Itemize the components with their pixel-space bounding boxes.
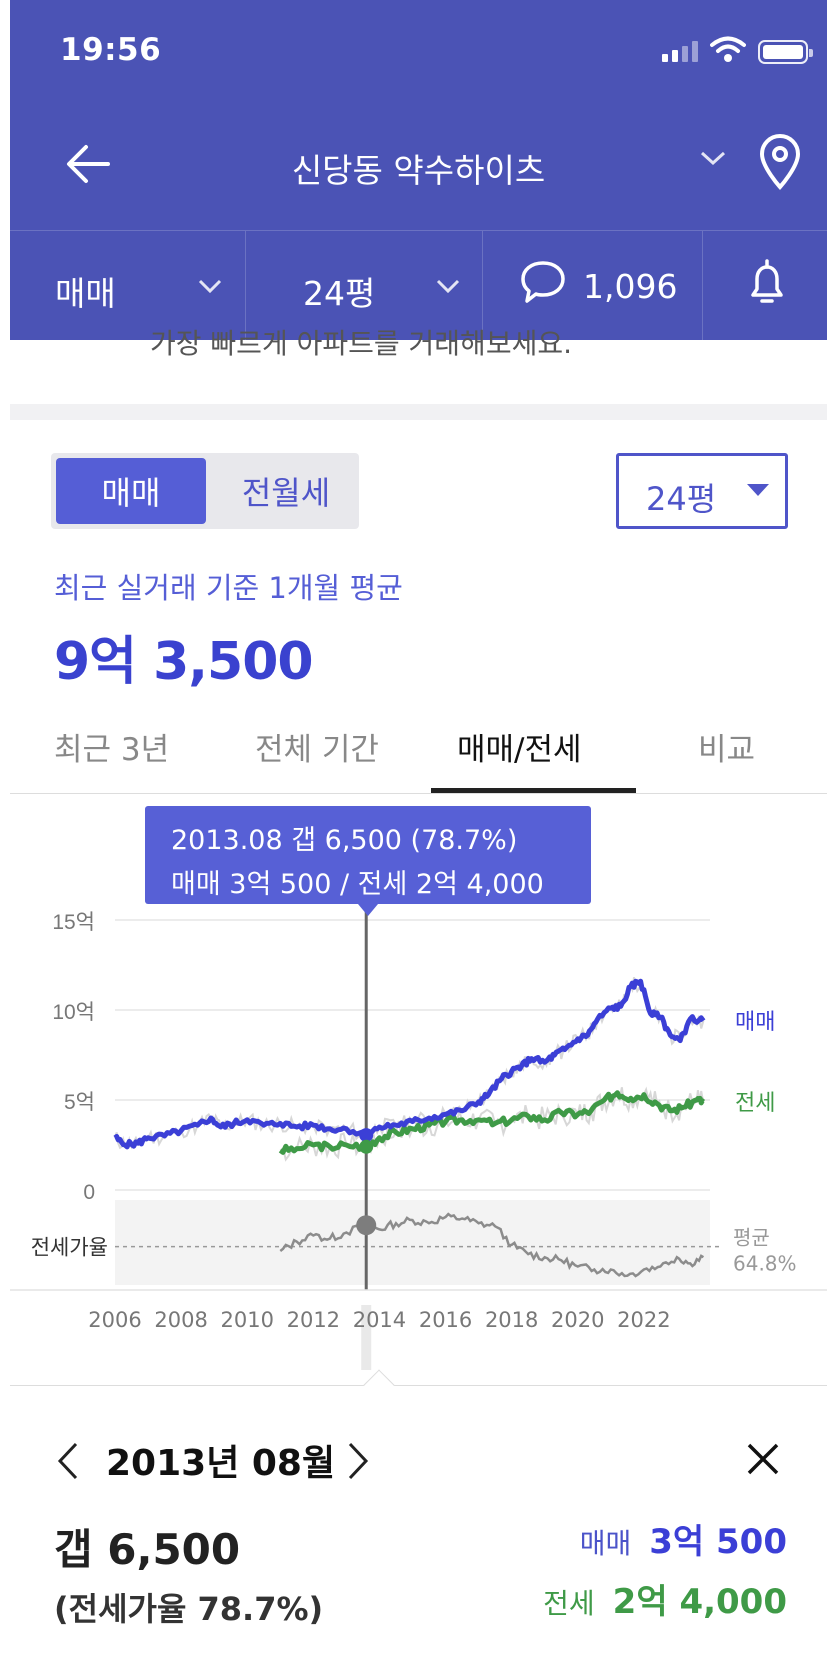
promo-banner-text[interactable]: 가장 빠르게 아파트를 거래해보세요. — [150, 327, 573, 360]
map-pin-icon[interactable] — [758, 134, 802, 190]
comments-button[interactable]: 1,096 — [483, 231, 703, 341]
close-icon[interactable] — [746, 1442, 780, 1476]
sale-value: 3억 500 — [649, 1522, 787, 1562]
x-tick-label: 2016 — [419, 1308, 472, 1332]
jeonse-ratio-value: (전세가율 78.7%) — [54, 1590, 324, 1628]
next-month-icon[interactable] — [346, 1441, 370, 1481]
y-tick-label: 5억 — [64, 1091, 95, 1114]
tooltip-line-2: 매매 3억 500 / 전세 2억 4,000 — [171, 869, 544, 900]
cursor-track — [361, 1305, 372, 1370]
jeonse-value: 2억 4,000 — [612, 1582, 787, 1622]
ratio-band-label: 전세가율 — [31, 1236, 108, 1260]
size-select-label: 24평 — [646, 480, 717, 518]
gap-value: 갭 6,500 — [54, 1525, 241, 1574]
sale-marker — [359, 1128, 374, 1143]
jeonse-series-line — [278, 1090, 706, 1155]
y-tick-label: 15억 — [52, 911, 95, 934]
chevron-down-icon[interactable] — [700, 150, 726, 166]
status-time: 19:56 — [60, 32, 162, 68]
chevron-down-icon — [198, 279, 222, 293]
bell-icon — [751, 259, 783, 303]
x-tick-label: 2018 — [485, 1308, 538, 1332]
comment-count: 1,096 — [583, 267, 678, 306]
chat-bubble-icon — [521, 261, 565, 303]
complex-title[interactable]: 신당동 약수하이츠 — [291, 151, 546, 190]
panel-pointer — [363, 1369, 395, 1401]
size-label: 24평 — [303, 274, 376, 313]
cellular-signal-icon — [662, 40, 698, 62]
ratio-average-label: 평균 — [733, 1226, 770, 1250]
ratio-average-value: 64.8% — [733, 1252, 797, 1276]
toggle-sale[interactable]: 매매 — [56, 458, 206, 524]
prev-month-icon[interactable] — [56, 1441, 80, 1481]
sale-price-row: 매매 3억 500 — [580, 1514, 787, 1563]
x-tick-label: 2010 — [220, 1308, 273, 1332]
filter-row: 매매 24평 1,096 — [10, 230, 827, 341]
jeonse-series-label: 전세 — [735, 1091, 775, 1116]
toggle-rent[interactable]: 전월세 — [241, 474, 331, 512]
jeonse-ratio-line — [279, 1212, 705, 1278]
y-tick-label: 0 — [83, 1181, 95, 1204]
detail-date: 2013년 08월 — [106, 1443, 336, 1484]
x-tick-label: 2022 — [617, 1308, 670, 1332]
x-tick-label: 2014 — [353, 1308, 406, 1332]
status-bar: 19:56 — [10, 0, 827, 100]
tab-sale-jeonse[interactable]: 매매/전세 — [457, 732, 582, 768]
detail-panel: 2013년 08월 갭 6,500 (전세가율 78.7%) 매매 3억 500… — [10, 1369, 827, 1670]
x-tick-label: 2020 — [551, 1308, 604, 1332]
size-dropdown[interactable]: 24평 — [246, 231, 483, 341]
active-tab-indicator — [431, 788, 636, 793]
jeonse-price-row: 전세 2억 4,000 — [543, 1574, 787, 1623]
deal-toggle: 매매 전월세 — [51, 453, 359, 529]
tooltip-line-1: 2013.08 갭 6,500 (78.7%) — [171, 825, 518, 856]
tab-all-period[interactable]: 전체 기간 — [255, 732, 379, 768]
average-price: 9억 3,500 — [54, 632, 314, 692]
tab-compare[interactable]: 비교 — [698, 732, 756, 768]
ratio-band-bg — [115, 1200, 710, 1285]
section-divider — [10, 404, 827, 420]
sale-series-line — [113, 978, 706, 1150]
battery-icon — [758, 40, 813, 64]
tab-recent-3y[interactable]: 최근 3년 — [54, 732, 170, 768]
x-tick-label: 2012 — [287, 1308, 340, 1332]
notification-button[interactable] — [703, 231, 827, 341]
back-arrow-icon[interactable] — [62, 138, 114, 190]
x-tick-label: 2006 — [88, 1308, 141, 1332]
ratio-marker — [356, 1215, 377, 1236]
chevron-down-icon — [436, 279, 460, 293]
deal-type-dropdown[interactable]: 매매 — [10, 231, 246, 341]
x-tick-label: 2008 — [154, 1308, 207, 1332]
size-select[interactable]: 24평 — [616, 453, 788, 529]
chart-tooltip: 2013.08 갭 6,500 (78.7%) 매매 3억 500 / 전세 2… — [145, 806, 591, 916]
sale-label: 매매 — [579, 1527, 632, 1560]
sale-series-label: 매매 — [735, 1010, 775, 1035]
app-header: 19:56 신당동 약수하이츠 매매 24평 — [10, 0, 827, 341]
jeonse-marker — [359, 1139, 374, 1154]
caret-down-icon — [747, 484, 769, 496]
y-tick-label: 10억 — [52, 1001, 95, 1024]
jeonse-label: 전세 — [543, 1587, 595, 1620]
price-caption: 최근 실거래 기준 1개월 평균 — [54, 571, 403, 605]
wifi-icon — [710, 36, 746, 62]
deal-type-label: 매매 — [55, 274, 116, 313]
nav-row: 신당동 약수하이츠 — [10, 110, 827, 220]
chart-tabs: 최근 3년 전체 기간 매매/전세 비교 — [10, 702, 827, 794]
